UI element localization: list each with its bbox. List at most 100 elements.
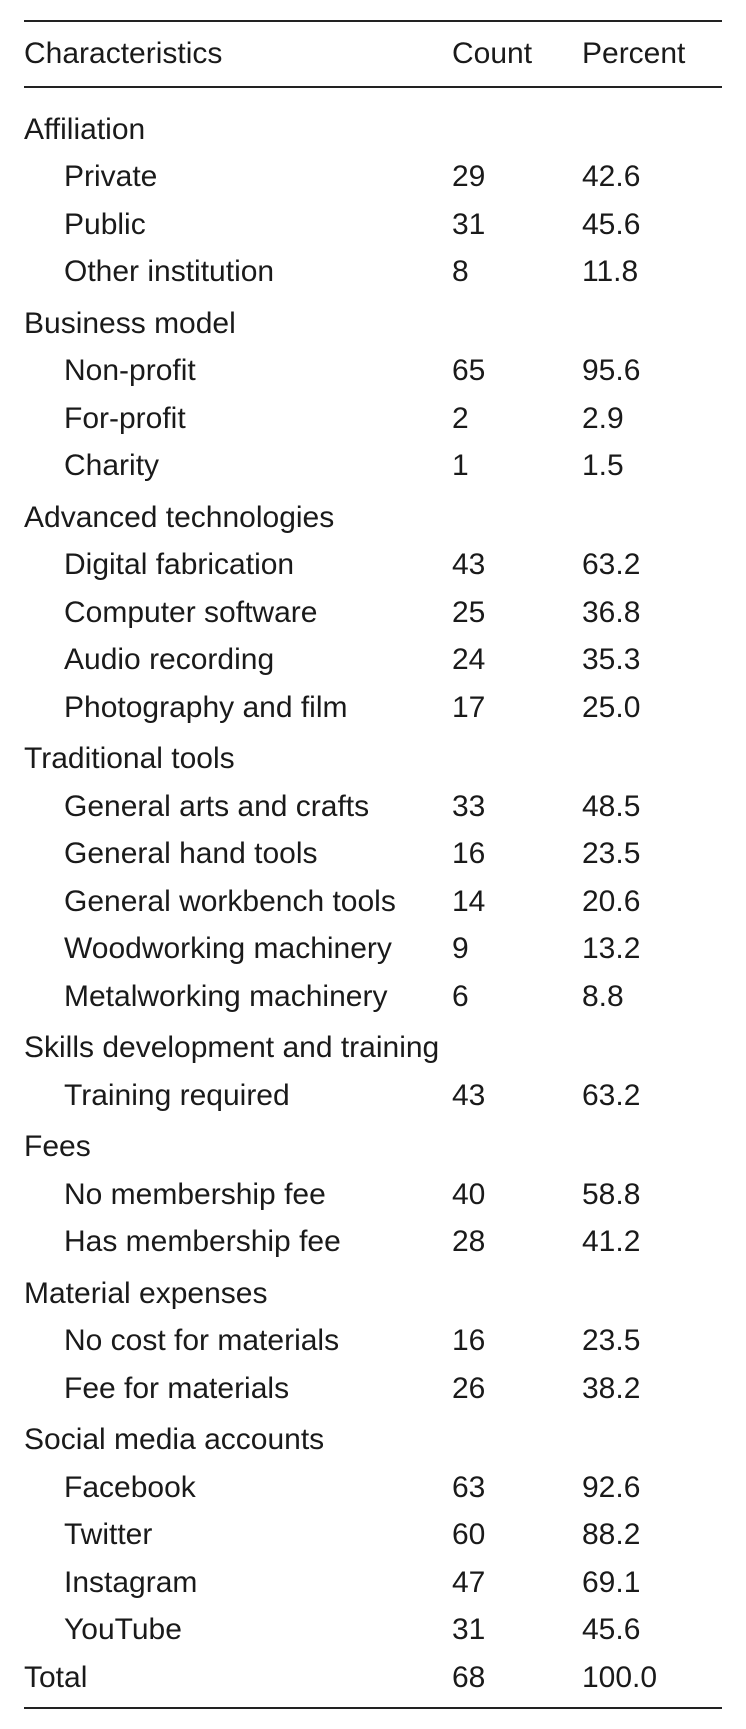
characteristics-table: Characteristics Count Percent Affiliatio… [24,20,722,1709]
row-label: Audio recording [24,638,274,682]
section-percent-empty [582,296,722,348]
row-count: 6 [452,973,582,1021]
section-title: Material expenses [24,1266,452,1318]
table-row: General arts and crafts 3348.5 [24,783,722,831]
table-row: Has membership fee2841.2 [24,1218,722,1266]
row-percent: 95.6 [582,347,722,395]
section-count-empty [452,731,582,783]
section-title: Traditional tools [24,731,452,783]
table-row: No cost for materials1623.5 [24,1317,722,1365]
row-percent: 11.8 [582,248,722,296]
row-count: 63 [452,1464,582,1512]
row-count: 40 [452,1171,582,1219]
table-header-row: Characteristics Count Percent [24,21,722,87]
row-label: Photography and film [24,686,348,730]
row-label: Facebook [24,1466,196,1510]
row-label: Public [24,203,146,247]
row-count: 43 [452,541,582,589]
row-label: Non-profit [24,349,196,393]
table-row: Photography and film1725.0 [24,684,722,732]
section-count-empty [452,1412,582,1464]
row-label: Twitter [24,1513,152,1557]
row-count: 25 [452,589,582,637]
row-percent: 20.6 [582,878,722,926]
row-count: 16 [452,830,582,878]
section-title: Social media accounts [24,1412,452,1464]
row-count: 43 [452,1072,582,1120]
section-header: Social media accounts [24,1412,722,1464]
section-title: Business model [24,296,452,348]
section-percent-empty [582,1412,722,1464]
row-percent: 8.8 [582,973,722,1021]
row-count: 33 [452,783,582,831]
row-percent: 1.5 [582,442,722,490]
row-count: 16 [452,1317,582,1365]
row-count: 9 [452,925,582,973]
table-row: General workbench tools1420.6 [24,878,722,926]
row-percent: 45.6 [582,1606,722,1654]
table-row: Public3145.6 [24,201,722,249]
row-label: Metalworking machinery [24,975,387,1019]
section-count-empty [452,87,582,154]
row-percent: 41.2 [582,1218,722,1266]
table-row: Fee for materials2638.2 [24,1365,722,1413]
section-percent-empty [582,87,722,154]
row-label: General hand tools [24,832,318,876]
section-header: Business model [24,296,722,348]
section-header: Fees [24,1119,722,1171]
row-count: 29 [452,153,582,201]
row-label: Training required [24,1074,290,1118]
section-header: Advanced technologies [24,490,722,542]
row-percent: 23.5 [582,830,722,878]
row-percent: 35.3 [582,636,722,684]
section-count-empty [452,296,582,348]
row-label: Instagram [24,1561,197,1605]
row-label: Computer software [24,591,317,635]
table-row: Charity11.5 [24,442,722,490]
section-percent-empty [582,1020,722,1072]
table-body: AffiliationPrivate2942.6Public3145.6Othe… [24,87,722,1709]
row-count: 8 [452,248,582,296]
row-percent: 63.2 [582,541,722,589]
row-percent: 48.5 [582,783,722,831]
section-header: Affiliation [24,87,722,154]
section-title: Advanced technologies [24,490,452,542]
table-row: Private2942.6 [24,153,722,201]
col-percent: Percent [582,21,722,87]
table-row: No membership fee4058.8 [24,1171,722,1219]
row-label: Charity [24,444,159,488]
row-percent: 2.9 [582,395,722,443]
section-percent-empty [582,490,722,542]
col-count: Count [452,21,582,87]
row-label: General arts and crafts [24,785,369,829]
table-row: For-profit22.9 [24,395,722,443]
table-row: Audio recording2435.3 [24,636,722,684]
row-percent: 88.2 [582,1511,722,1559]
row-percent: 69.1 [582,1559,722,1607]
row-count: 2 [452,395,582,443]
row-percent: 45.6 [582,201,722,249]
row-label: No cost for materials [24,1319,339,1363]
col-characteristics: Characteristics [24,21,452,87]
row-count: 31 [452,1606,582,1654]
row-count: 17 [452,684,582,732]
table-row: Facebook6392.6 [24,1464,722,1512]
row-label: General workbench tools [24,880,396,924]
section-count-empty [452,1119,582,1171]
table-row: Training required4363.2 [24,1072,722,1120]
total-percent: 100.0 [582,1654,722,1709]
section-title: Fees [24,1119,452,1171]
table-row: Non-profit6595.6 [24,347,722,395]
section-count-empty [452,1266,582,1318]
row-count: 26 [452,1365,582,1413]
section-count-empty [452,490,582,542]
table-row: Metalworking machinery 68.8 [24,973,722,1021]
row-count: 60 [452,1511,582,1559]
row-count: 47 [452,1559,582,1607]
section-header: Traditional tools [24,731,722,783]
row-percent: 58.8 [582,1171,722,1219]
section-title: Skills development and training [24,1020,452,1072]
table-row: YouTube3145.6 [24,1606,722,1654]
table-row: Computer software2536.8 [24,589,722,637]
section-percent-empty [582,731,722,783]
